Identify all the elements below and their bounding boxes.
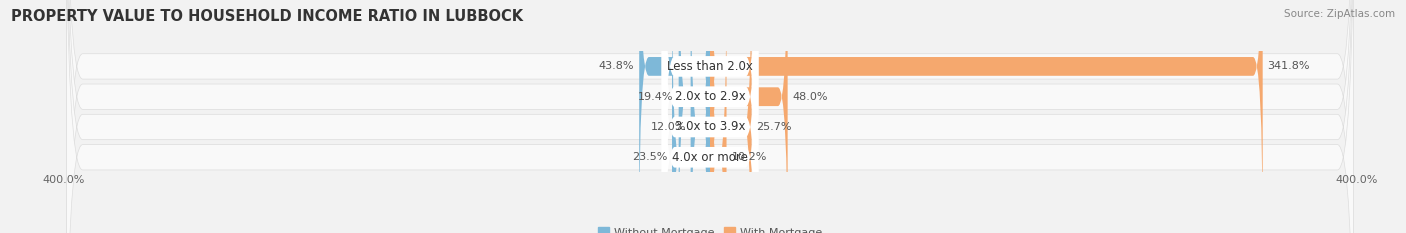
FancyBboxPatch shape xyxy=(640,0,710,233)
FancyBboxPatch shape xyxy=(679,0,710,233)
FancyBboxPatch shape xyxy=(662,0,758,233)
FancyBboxPatch shape xyxy=(662,0,758,233)
Legend: Without Mortgage, With Mortgage: Without Mortgage, With Mortgage xyxy=(593,223,827,233)
Text: Less than 2.0x: Less than 2.0x xyxy=(666,60,754,73)
Text: 3.0x to 3.9x: 3.0x to 3.9x xyxy=(675,120,745,134)
Text: 10.2%: 10.2% xyxy=(731,152,766,162)
Text: 43.8%: 43.8% xyxy=(599,62,634,71)
Text: 25.7%: 25.7% xyxy=(756,122,792,132)
FancyBboxPatch shape xyxy=(662,0,758,233)
FancyBboxPatch shape xyxy=(710,0,1263,233)
Text: PROPERTY VALUE TO HOUSEHOLD INCOME RATIO IN LUBBOCK: PROPERTY VALUE TO HOUSEHOLD INCOME RATIO… xyxy=(11,9,523,24)
Text: 2.0x to 2.9x: 2.0x to 2.9x xyxy=(675,90,745,103)
FancyBboxPatch shape xyxy=(66,0,1354,233)
Text: 4.0x or more: 4.0x or more xyxy=(672,151,748,164)
Text: 48.0%: 48.0% xyxy=(793,92,828,102)
FancyBboxPatch shape xyxy=(710,0,787,233)
FancyBboxPatch shape xyxy=(690,0,710,233)
FancyBboxPatch shape xyxy=(66,0,1354,233)
FancyBboxPatch shape xyxy=(710,0,752,233)
FancyBboxPatch shape xyxy=(710,0,727,233)
Text: 341.8%: 341.8% xyxy=(1268,62,1310,71)
Text: 12.0%: 12.0% xyxy=(651,122,686,132)
FancyBboxPatch shape xyxy=(66,0,1354,233)
FancyBboxPatch shape xyxy=(66,0,1354,233)
FancyBboxPatch shape xyxy=(672,0,710,233)
Text: 19.4%: 19.4% xyxy=(638,92,673,102)
Text: Source: ZipAtlas.com: Source: ZipAtlas.com xyxy=(1284,9,1395,19)
Text: 23.5%: 23.5% xyxy=(631,152,668,162)
FancyBboxPatch shape xyxy=(662,0,758,233)
